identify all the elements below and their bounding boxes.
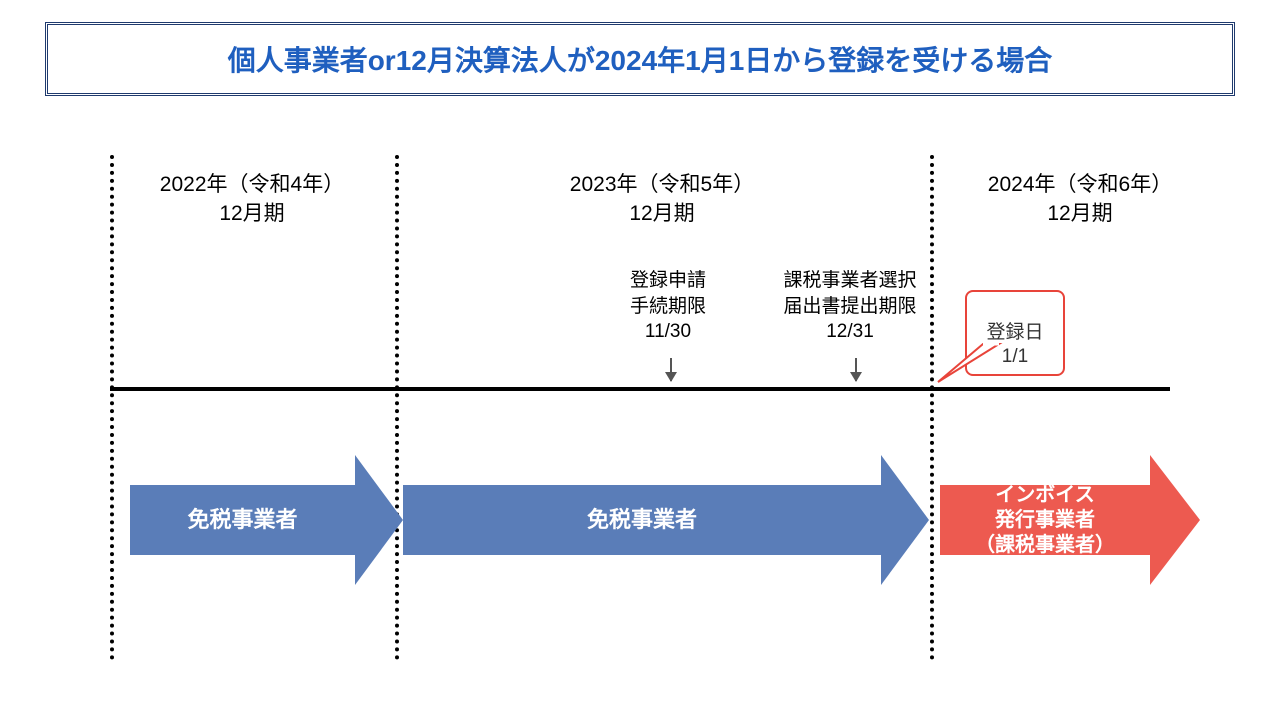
arrow-0-head xyxy=(355,455,403,585)
title-box: 個人事業者or12月決算法人が2024年1月1日から登録を受ける場合 xyxy=(45,22,1235,96)
title-text: 個人事業者or12月決算法人が2024年1月1日から登録を受ける場合 xyxy=(228,45,1053,76)
arrow-2-head xyxy=(1150,455,1200,585)
arrow-1: 免税事業者 xyxy=(403,455,929,585)
callout-tail xyxy=(933,341,993,401)
note-0: 登録申請 手続期限 11/30 xyxy=(578,268,758,345)
arrow-1-shaft: 免税事業者 xyxy=(403,485,881,555)
note-arrow-0 xyxy=(670,358,672,381)
note-1: 課税事業者選択 届出書提出期限 12/31 xyxy=(760,268,940,345)
vline-2 xyxy=(930,155,934,660)
arrow-2: インボイス 発行事業者 （課税事業者） xyxy=(940,455,1200,585)
arrow-1-label: 免税事業者 xyxy=(587,506,697,534)
arrow-2-label: インボイス 発行事業者 （課税事業者） xyxy=(975,483,1115,558)
timeline-axis xyxy=(110,387,1170,391)
arrow-0: 免税事業者 xyxy=(130,455,403,585)
note-arrow-1 xyxy=(855,358,857,381)
vline-0 xyxy=(110,155,114,660)
period-2: 2024年（令和6年） 12月期 xyxy=(960,170,1200,229)
arrow-2-shaft: インボイス 発行事業者 （課税事業者） xyxy=(940,485,1150,555)
period-0: 2022年（令和4年） 12月期 xyxy=(132,170,372,229)
arrow-0-label: 免税事業者 xyxy=(187,506,297,534)
period-1: 2023年（令和5年） 12月期 xyxy=(542,170,782,229)
arrow-0-shaft: 免税事業者 xyxy=(130,485,355,555)
arrow-1-head xyxy=(881,455,929,585)
